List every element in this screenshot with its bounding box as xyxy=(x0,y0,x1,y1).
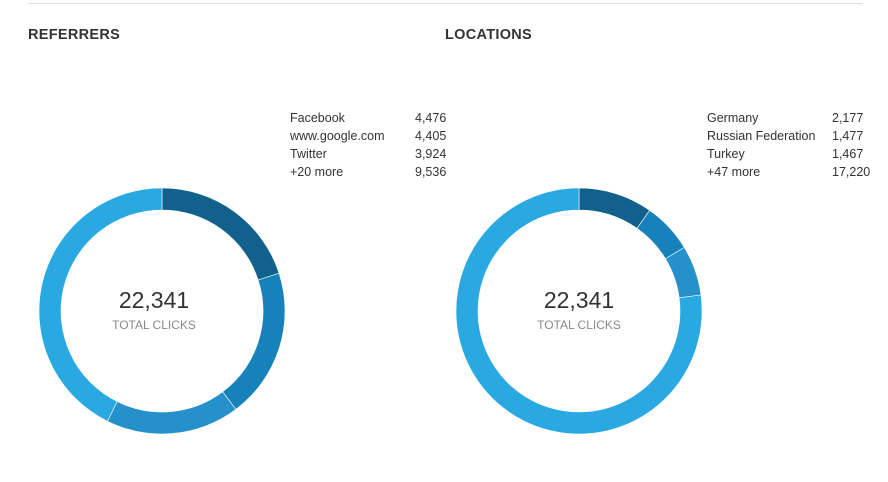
legend-label: +20 more xyxy=(290,165,344,179)
donut-segment-twitter[interactable] xyxy=(107,391,237,435)
legend-label: Russian Federation xyxy=(707,129,816,143)
legend-row[interactable]: +20 more 9,536 xyxy=(290,163,446,181)
legend-row[interactable]: Facebook 4,476 xyxy=(290,109,446,127)
total-clicks-label: TOTAL CLICKS xyxy=(537,318,621,332)
legend-value: 4,476 xyxy=(415,111,447,125)
legend-label: Facebook xyxy=(290,111,345,125)
legend-row[interactable]: +47 more 17,220 xyxy=(707,163,870,181)
legend-row[interactable]: www.google.com 4,405 xyxy=(290,127,446,145)
total-block: 22,341 TOTAL CLICKS xyxy=(479,287,679,332)
donut-segment--47-more[interactable] xyxy=(455,187,703,435)
donut-segment-germany[interactable] xyxy=(578,187,651,229)
referrers-legend: Facebook 4,476 www.google.com 4,405 Twitte… xyxy=(290,109,446,181)
legend-row[interactable]: Turkey 1,467 xyxy=(707,145,870,163)
legend-label: Twitter xyxy=(290,147,327,161)
legend-value: 17,220 xyxy=(832,165,871,179)
locations-panel: LOCATIONS 22,341 TOTAL CLICKS Germany 2,1… xyxy=(417,0,870,482)
legend-row[interactable]: Twitter 3,924 xyxy=(290,145,446,163)
legend-value: 1,467 xyxy=(832,147,864,161)
panel-title: REFERRERS xyxy=(28,27,121,43)
locations-legend: Germany 2,177 Russian Federation 1,477 Tur… xyxy=(707,109,870,181)
referrers-donut-chart xyxy=(38,187,286,435)
total-clicks-value: 22,341 xyxy=(118,287,190,313)
total-block: 22,341 TOTAL CLICKS xyxy=(54,287,254,332)
donut-segment--20-more[interactable] xyxy=(38,187,163,422)
total-clicks-value: 22,341 xyxy=(543,287,615,313)
legend-value: 3,924 xyxy=(415,147,447,161)
legend-row[interactable]: Germany 2,177 xyxy=(707,109,870,127)
legend-row[interactable]: Russian Federation 1,477 xyxy=(707,127,870,145)
referrers-panel: REFERRERS 22,341 TOTAL CLICKS Facebook 4,… xyxy=(0,0,446,482)
legend-label: www.google.com xyxy=(290,129,385,143)
legend-value: 4,405 xyxy=(415,129,447,143)
donut-segment-facebook[interactable] xyxy=(161,187,280,281)
panel-title: LOCATIONS xyxy=(445,27,533,43)
locations-donut-chart xyxy=(455,187,703,435)
legend-value: 2,177 xyxy=(832,111,864,125)
legend-value: 1,477 xyxy=(832,129,864,143)
legend-value: 9,536 xyxy=(415,165,447,179)
legend-label: Turkey xyxy=(707,147,745,161)
legend-label: Germany xyxy=(707,111,759,125)
total-clicks-label: TOTAL CLICKS xyxy=(112,318,196,332)
top-divider xyxy=(28,3,862,4)
legend-label: +47 more xyxy=(707,165,761,179)
